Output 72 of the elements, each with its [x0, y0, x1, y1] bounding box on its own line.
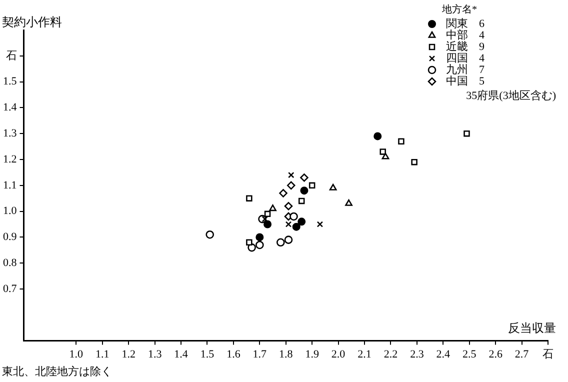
point	[300, 173, 308, 182]
point	[398, 138, 404, 144]
x-tick-label: 1.4	[174, 348, 188, 360]
x-tick-label: 1.8	[279, 348, 294, 360]
point	[464, 130, 470, 137]
x-tick-label: 2.7	[514, 348, 530, 360]
x-tick-label: 2.0	[331, 348, 346, 360]
legend-label: 中国 5	[446, 74, 485, 88]
point	[329, 184, 337, 190]
legend-label: 関東 6	[446, 16, 485, 30]
y-tick-label: 1.2	[3, 153, 17, 166]
x-tick-label: 1.0	[69, 348, 84, 360]
y-tick-label: 0.8	[3, 256, 18, 269]
point	[276, 238, 285, 247]
point	[262, 216, 268, 222]
annotation: 35府県(3地区含む)	[466, 88, 556, 103]
y-tick-label: 1.5	[3, 76, 18, 88]
point	[269, 204, 276, 212]
y-tick-label: 1.4	[3, 102, 18, 114]
point	[308, 182, 316, 189]
y-tick-label: 1.0	[3, 205, 18, 218]
x-tick-label: 1.7	[252, 348, 268, 360]
y-tick-label: 1.3	[3, 127, 18, 140]
x-tick-label: 2.5	[462, 348, 477, 360]
point	[288, 172, 294, 178]
x-tick-label: 1.6	[226, 348, 241, 360]
x-tick-label: 1.1	[96, 348, 110, 360]
x-tick-label: 1.3	[148, 348, 162, 360]
point	[256, 240, 264, 250]
y-tick-label: 1.1	[3, 179, 17, 192]
x-tick-label: 2.3	[410, 348, 424, 360]
point	[316, 221, 324, 228]
x-tick-label: 2.2	[384, 348, 398, 360]
point	[290, 212, 298, 221]
legend-label: 近畿 9	[446, 40, 485, 53]
legend-label: 九州 7	[446, 62, 485, 76]
x-tick-label: 1.5	[200, 348, 215, 360]
point	[382, 152, 390, 160]
point	[284, 202, 293, 210]
legend-label: 中部 4	[446, 28, 485, 42]
y-tick-label: 0.9	[3, 231, 18, 244]
point	[264, 220, 272, 228]
point	[206, 230, 214, 239]
legend-title: 地方名*	[441, 4, 477, 16]
point	[374, 132, 382, 140]
x-axis-title: 反当収量	[508, 320, 556, 337]
point	[298, 218, 306, 226]
text: 東北、北陸地方は除く	[2, 364, 112, 379]
x-tick-label: 2.4	[436, 348, 451, 360]
x-tick-label: 2.6	[488, 348, 503, 360]
x-tick-label: 1.9	[305, 348, 320, 360]
point	[284, 236, 293, 244]
point	[279, 189, 288, 198]
y-axis-title: 契約小作料	[2, 14, 62, 31]
point	[285, 221, 292, 228]
x-tick-label: 1.2	[122, 348, 136, 360]
point	[286, 181, 296, 190]
x-tick-label: 石	[542, 348, 554, 360]
point	[256, 233, 264, 242]
point	[246, 239, 252, 246]
point	[246, 195, 252, 202]
point	[380, 148, 386, 155]
point	[298, 198, 305, 204]
legend-label: 四国 4	[446, 52, 485, 64]
point	[264, 210, 271, 218]
point	[411, 158, 418, 166]
x-tick-label: 2.1	[358, 348, 372, 360]
point	[300, 186, 308, 195]
y-tick-label: 0.7	[3, 282, 18, 295]
point	[345, 199, 352, 206]
y-tick-label: 石	[6, 50, 17, 62]
point	[292, 222, 300, 231]
